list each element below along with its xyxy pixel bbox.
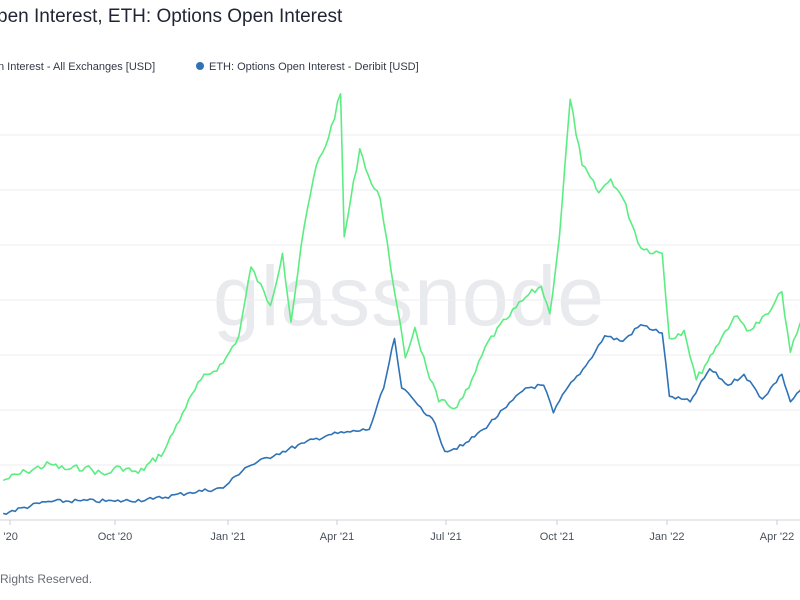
x-axis: l '20 Oct '20 Jan '21 Apr '21 Jul '21 Oct '21… [0, 520, 794, 543]
legend-item-deribit[interactable]: ETH: Options Open Interest - Deribit [US… [196, 61, 419, 73]
x-tick-label: l '20 [0, 531, 18, 543]
series-line-all-exchanges[interactable] [2, 93, 800, 482]
x-tick-label: Oct '21 [540, 531, 575, 543]
grid [0, 134, 800, 521]
x-tick-label: Oct '20 [98, 531, 133, 543]
x-tick-label: Jan '21 [210, 531, 245, 543]
watermark: glassnode [213, 249, 605, 343]
legend-label-deribit: ETH: Options Open Interest - Deribit [US… [209, 61, 419, 73]
chart-title: pen Interest, ETH: Options Open Interest [0, 6, 343, 27]
x-tick-label: Apr '21 [320, 531, 355, 543]
legend-label-all-exchanges: n Interest - All Exchanges [USD] [0, 61, 156, 73]
footer-copyright: Rights Reserved. [0, 572, 93, 586]
series-line-deribit[interactable] [2, 324, 800, 515]
x-tick-label: Apr '22 [760, 531, 795, 543]
legend-item-all-exchanges[interactable]: n Interest - All Exchanges [USD] [0, 61, 155, 73]
legend-dot-deribit [196, 62, 204, 70]
x-tick-label: Jan '22 [649, 531, 684, 543]
x-tick-label: Jul '21 [430, 531, 461, 543]
